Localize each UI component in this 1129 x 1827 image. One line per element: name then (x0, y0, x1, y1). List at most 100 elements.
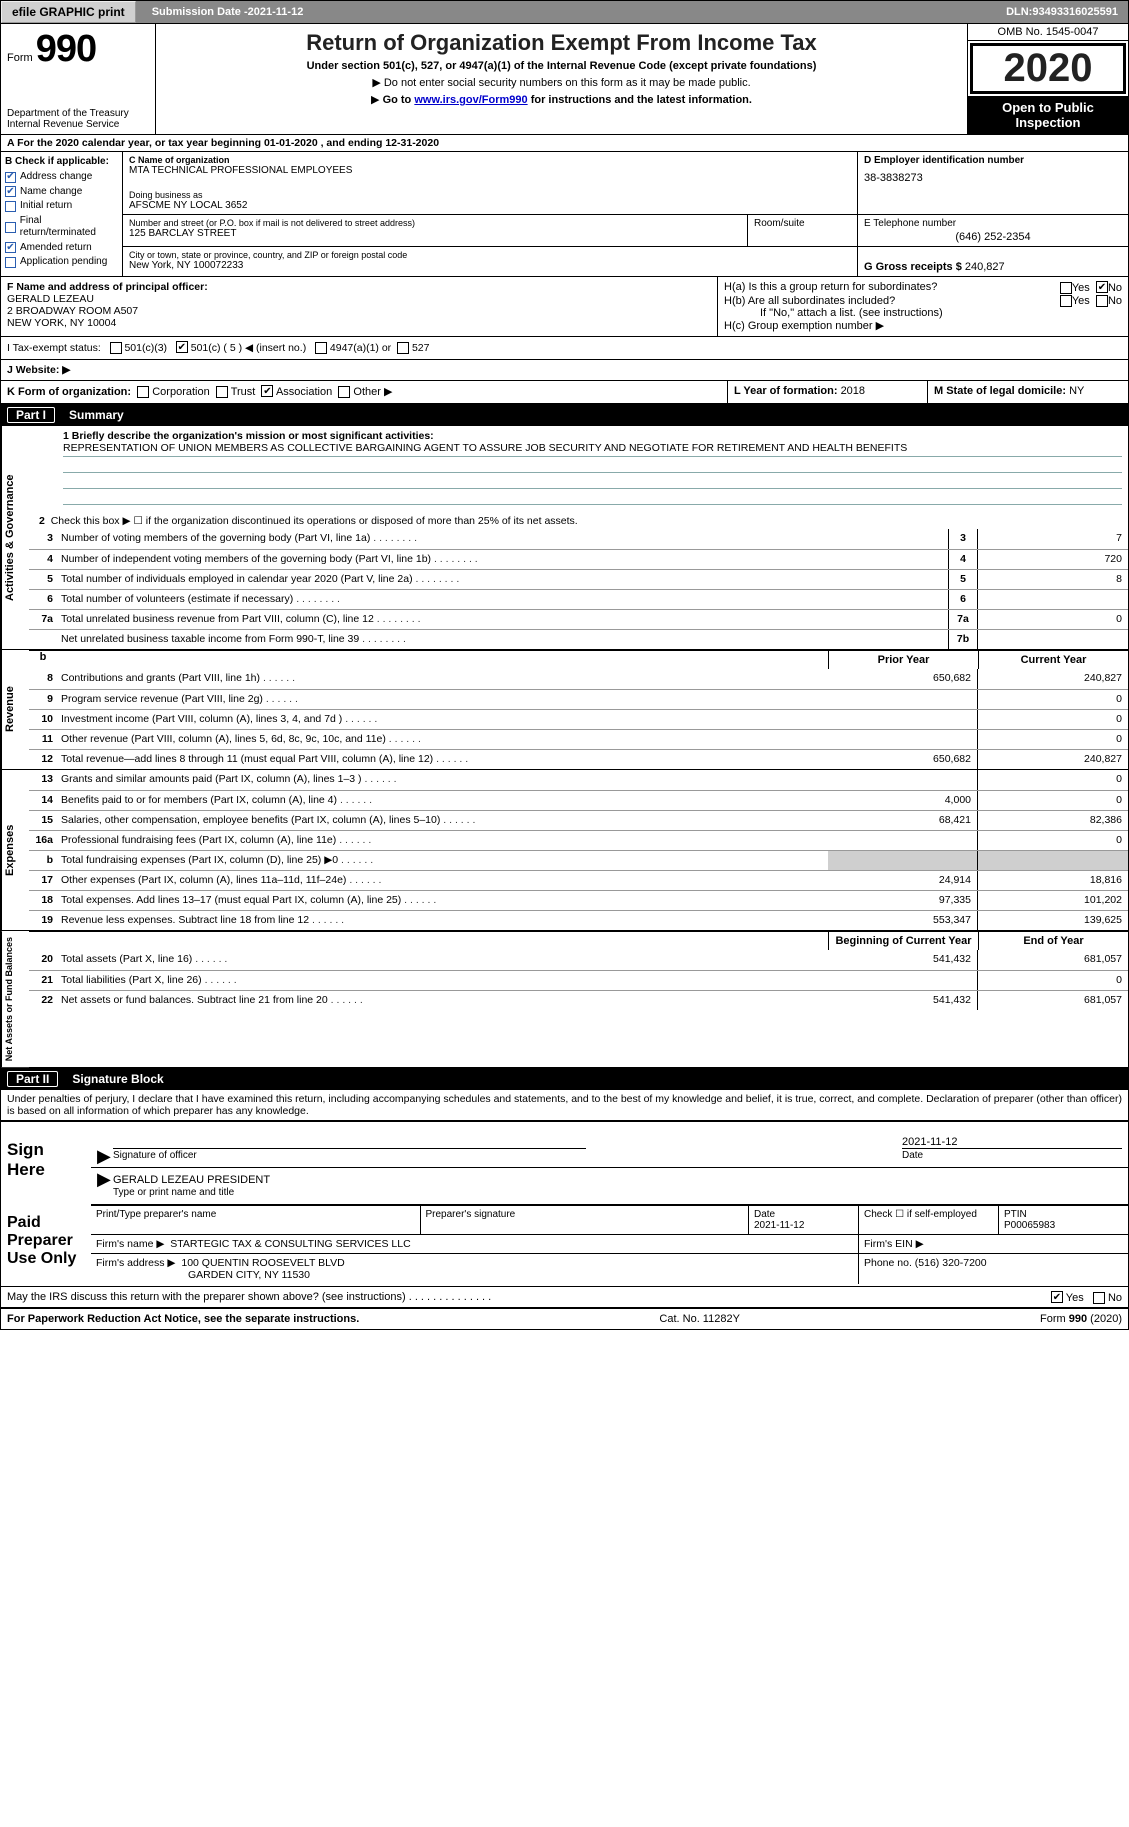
527-box[interactable] (397, 342, 409, 354)
current-year-value: 82,386 (978, 811, 1128, 830)
top-bar-spacer (313, 1, 996, 23)
summary-line: 10 Investment income (Part VIII, column … (29, 709, 1128, 729)
omb-number: OMB No. 1545-0047 (968, 24, 1128, 41)
527-label: 527 (412, 342, 430, 354)
line-value: 8 (978, 570, 1128, 589)
line-text: Total assets (Part X, line 16) . . . . .… (57, 950, 828, 970)
phone-value: (646) 252-2354 (864, 231, 1122, 243)
summary-line: 14 Benefits paid to or for members (Part… (29, 790, 1128, 810)
501c-label: 501(c) ( 5 ) ◀ (insert no.) (191, 342, 306, 354)
current-year-value: 0 (978, 791, 1128, 810)
summary-line: 18 Total expenses. Add lines 13–17 (must… (29, 890, 1128, 910)
form-number: 990 (36, 28, 96, 70)
k-corp: Corporation (152, 386, 209, 398)
efile-print-button[interactable]: efile GRAPHIC print (1, 1, 136, 23)
block-f: F Name and address of principal officer:… (1, 277, 718, 336)
sign-arrow-icon: ▶ (97, 1174, 113, 1198)
line-number: 13 (29, 770, 57, 790)
checkbox-item[interactable]: Final return/terminated (5, 215, 118, 240)
summary-line: 19 Revenue less expenses. Subtract line … (29, 910, 1128, 930)
block-l: L Year of formation: 2018 (728, 381, 928, 403)
pra-notice: For Paperwork Reduction Act Notice, see … (7, 1313, 359, 1325)
501c-box[interactable] (176, 341, 188, 353)
row-i: I Tax-exempt status: 501(c)(3) 501(c) ( … (1, 337, 1128, 360)
prep-sig-label: Preparer's signature (426, 1209, 516, 1220)
top-bar: efile GRAPHIC print Submission Date - 20… (0, 0, 1129, 24)
line-value: 0 (978, 610, 1128, 629)
form-ref: Form 990 (2020) (1040, 1313, 1122, 1325)
part-1-title: Summary (69, 408, 124, 422)
h-b-no-box[interactable] (1096, 295, 1108, 307)
prep-ptin-cell: PTIN P00065983 (998, 1206, 1128, 1235)
line-text: Benefits paid to or for members (Part IX… (57, 791, 828, 810)
k-assoc-box[interactable] (261, 385, 273, 397)
block-e: E Telephone number (646) 252-2354 (858, 215, 1128, 246)
begin-year-header: Beginning of Current Year (828, 932, 978, 950)
block-d: D Employer identification number 38-3838… (858, 152, 1128, 214)
current-year-header: Current Year (978, 651, 1128, 669)
checkbox-item[interactable]: Initial return (5, 200, 118, 213)
cat-no: Cat. No. 11282Y (659, 1313, 740, 1325)
h-b-yes-box[interactable] (1060, 295, 1072, 307)
room-label: Room/suite (754, 218, 805, 229)
line-number: 7a (29, 610, 57, 629)
line-text: Net unrelated business taxable income fr… (57, 630, 948, 649)
q1-answer: REPRESENTATION OF UNION MEMBERS AS COLLE… (63, 442, 1122, 457)
firm-addr-label: Firm's address ▶ (96, 1257, 176, 1269)
checkbox-item[interactable]: Name change (5, 186, 118, 199)
k-corp-box[interactable] (137, 386, 149, 398)
block-f-h: F Name and address of principal officer:… (1, 277, 1128, 337)
ptin-label: PTIN (1004, 1209, 1027, 1220)
goto-post: for instructions and the latest informat… (531, 94, 752, 106)
line-number: 12 (29, 750, 57, 769)
q1: 1 Briefly describe the organization's mi… (29, 426, 1128, 507)
line-number: 18 (29, 891, 57, 910)
submission-date: Submission Date - 2021-11-12 (142, 1, 314, 23)
yes-label: Yes (1072, 282, 1090, 294)
current-year-value: 240,827 (978, 669, 1128, 689)
501c3-label: 501(c)(3) (124, 342, 167, 354)
type-name-label: Type or print name and title (113, 1187, 234, 1198)
firm-name-label: Firm's name ▶ (96, 1238, 164, 1250)
dln-value: 93493316025591 (1032, 6, 1118, 18)
4947-box[interactable] (315, 342, 327, 354)
summary-line: 3 Number of voting members of the govern… (29, 529, 1128, 549)
discuss-no-box[interactable] (1093, 1292, 1105, 1304)
prep-date-label: Date (754, 1209, 775, 1220)
prior-year-value: 541,432 (828, 950, 978, 970)
part-2-header: Part II Signature Block (1, 1068, 1128, 1090)
prep-date-cell: Date 2021-11-12 (748, 1206, 858, 1235)
summary-line: 8 Contributions and grants (Part VIII, l… (29, 669, 1128, 689)
checkbox-label: Application pending (20, 256, 107, 269)
checkbox-label: Final return/terminated (20, 215, 118, 240)
prior-year-value (828, 730, 978, 749)
h-a-no-box[interactable] (1096, 281, 1108, 293)
phone-label: E Telephone number (864, 218, 1122, 229)
submission-date-label: Submission Date - (152, 6, 248, 18)
current-year-value: 18,816 (978, 871, 1128, 890)
checkbox-item[interactable]: Amended return (5, 242, 118, 255)
current-year-value: 0 (978, 730, 1128, 749)
form990-link[interactable]: www.irs.gov/Form990 (414, 94, 527, 106)
discuss-yes-box[interactable] (1051, 1291, 1063, 1303)
checkbox-item[interactable]: Address change (5, 171, 118, 184)
h-a-yes-box[interactable] (1060, 282, 1072, 294)
4947-label: 4947(a)(1) or (330, 342, 391, 354)
h-b: H(b) Are all subordinates included? Yes … (724, 295, 1122, 307)
summary-line: 13 Grants and similar amounts paid (Part… (29, 770, 1128, 790)
entity-info-block: B Check if applicable: Address changeNam… (1, 152, 1128, 277)
dba-value: AFSCME NY LOCAL 3652 (129, 200, 851, 211)
blank-line (63, 457, 1122, 473)
block-h: H(a) Is this a group return for subordin… (718, 277, 1128, 336)
prep-name-cell: Print/Type preparer's name (91, 1206, 420, 1235)
summary-line: 9 Program service revenue (Part VIII, li… (29, 689, 1128, 709)
blank-line (63, 489, 1122, 505)
line-number: 6 (29, 590, 57, 609)
current-year-value: 0 (978, 690, 1128, 709)
501c3-box[interactable] (110, 342, 122, 354)
gross-receipts-label: G Gross receipts $ (864, 261, 965, 273)
checkbox-item[interactable]: Application pending (5, 256, 118, 269)
line-text: Salaries, other compensation, employee b… (57, 811, 828, 830)
k-trust-box[interactable] (216, 386, 228, 398)
k-other-box[interactable] (338, 386, 350, 398)
